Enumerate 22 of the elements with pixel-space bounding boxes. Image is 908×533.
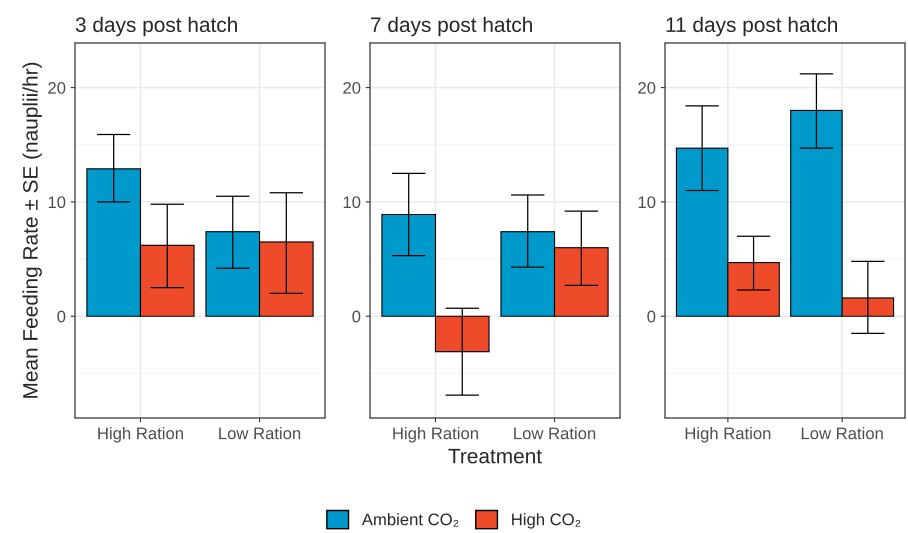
y-tick-label: 10: [344, 196, 360, 208]
chart-title: 3 days post hatch: [76, 16, 237, 36]
legend-label: High CO₂: [512, 513, 580, 529]
x-axis-title: Treatment: [448, 448, 542, 464]
chart-title: 7 days post hatch: [371, 16, 532, 36]
x-tick-label: Low Ration: [802, 427, 883, 440]
legend-label: Ambient CO₂: [362, 513, 458, 527]
y-tick-label: 0: [352, 310, 360, 322]
y-tick-label: 20: [343, 82, 360, 94]
y-tick-label: 10: [638, 196, 656, 208]
y-tick-label: 20: [638, 82, 656, 94]
x-tick-label: High Ration: [686, 427, 770, 443]
y-axis-title: Mean Feeding Rate ± SE (nauplii/hr): [22, 62, 42, 398]
y-tick-label: 0: [57, 310, 66, 322]
x-tick-label: High Ration: [393, 427, 478, 443]
y-tick-label: 10: [48, 196, 66, 208]
chart-title: 11 days post hatch: [666, 16, 837, 36]
y-tick-label: 0: [647, 310, 656, 322]
x-tick-label: Low Ration: [219, 427, 300, 440]
y-tick-label: 20: [48, 82, 66, 94]
x-tick-label: High Ration: [98, 427, 183, 443]
x-tick-label: Low Ration: [514, 427, 596, 440]
